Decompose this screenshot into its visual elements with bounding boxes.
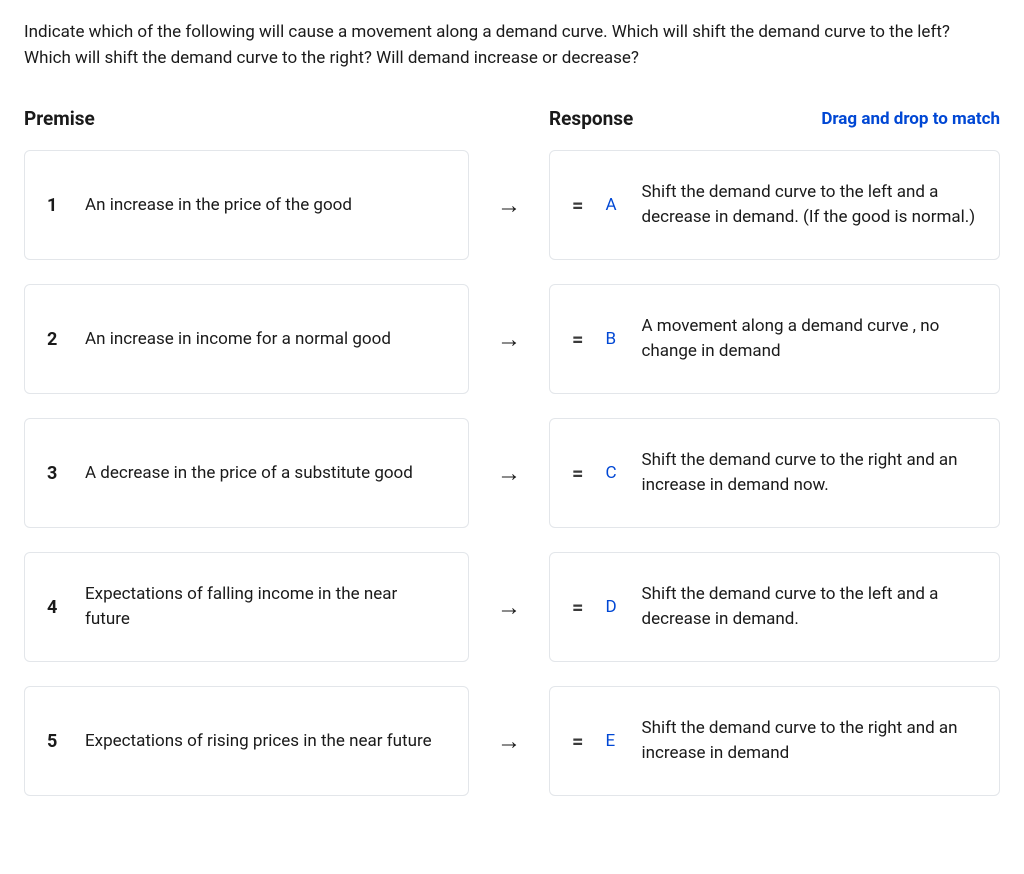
- response-letter: A: [605, 195, 619, 215]
- arrow-icon: →: [469, 686, 549, 796]
- response-card[interactable]: = C Shift the demand curve to the right …: [549, 418, 1000, 528]
- arrow-icon: →: [469, 284, 549, 394]
- premise-number: 4: [47, 597, 61, 618]
- premise-card: 2 An increase in income for a normal goo…: [24, 284, 469, 394]
- match-row: 4 Expectations of falling income in the …: [24, 552, 1000, 662]
- response-card[interactable]: = B A movement along a demand curve , no…: [549, 284, 1000, 394]
- response-text: Shift the demand curve to the left and a…: [641, 180, 977, 229]
- premise-text: Expectations of rising prices in the nea…: [85, 729, 432, 754]
- response-letter: C: [605, 463, 619, 483]
- response-letter: E: [605, 731, 619, 751]
- match-row: 5 Expectations of rising prices in the n…: [24, 686, 1000, 796]
- response-header: Response: [549, 107, 633, 130]
- arrow-icon: →: [469, 418, 549, 528]
- drag-handle-icon[interactable]: =: [572, 463, 583, 483]
- response-card[interactable]: = A Shift the demand curve to the left a…: [549, 150, 1000, 260]
- response-text: Shift the demand curve to the left and a…: [641, 582, 977, 631]
- drag-handle-icon[interactable]: =: [572, 195, 583, 215]
- premise-card: 1 An increase in the price of the good: [24, 150, 469, 260]
- drag-handle-icon[interactable]: =: [572, 731, 583, 751]
- match-row: 1 An increase in the price of the good →…: [24, 150, 1000, 260]
- premise-number: 1: [47, 195, 61, 216]
- columns-header: Premise Response Drag and drop to match: [24, 107, 1000, 130]
- response-text: Shift the demand curve to the right and …: [641, 716, 977, 765]
- match-row: 2 An increase in income for a normal goo…: [24, 284, 1000, 394]
- response-card[interactable]: = D Shift the demand curve to the left a…: [549, 552, 1000, 662]
- premise-text: An increase in the price of the good: [85, 193, 352, 218]
- premise-card: 3 A decrease in the price of a substitut…: [24, 418, 469, 528]
- premise-card: 4 Expectations of falling income in the …: [24, 552, 469, 662]
- premise-card: 5 Expectations of rising prices in the n…: [24, 686, 469, 796]
- response-card[interactable]: = E Shift the demand curve to the right …: [549, 686, 1000, 796]
- response-letter: B: [605, 329, 619, 349]
- match-row: 3 A decrease in the price of a substitut…: [24, 418, 1000, 528]
- drag-hint: Drag and drop to match: [821, 109, 1000, 129]
- premise-text: An increase in income for a normal good: [85, 327, 391, 352]
- response-text: Shift the demand curve to the right and …: [641, 448, 977, 497]
- premise-text: A decrease in the price of a substitute …: [85, 461, 413, 486]
- premise-header: Premise: [24, 107, 489, 130]
- premise-number: 3: [47, 463, 61, 484]
- drag-handle-icon[interactable]: =: [572, 329, 583, 349]
- arrow-icon: →: [469, 552, 549, 662]
- arrow-icon: →: [469, 150, 549, 260]
- question-text: Indicate which of the following will cau…: [24, 20, 1000, 71]
- premise-text: Expectations of falling income in the ne…: [85, 582, 446, 631]
- response-text: A movement along a demand curve , no cha…: [641, 314, 977, 363]
- match-rows: 1 An increase in the price of the good →…: [24, 150, 1000, 796]
- premise-number: 5: [47, 731, 61, 752]
- drag-handle-icon[interactable]: =: [572, 597, 583, 617]
- premise-number: 2: [47, 329, 61, 350]
- response-letter: D: [605, 597, 619, 617]
